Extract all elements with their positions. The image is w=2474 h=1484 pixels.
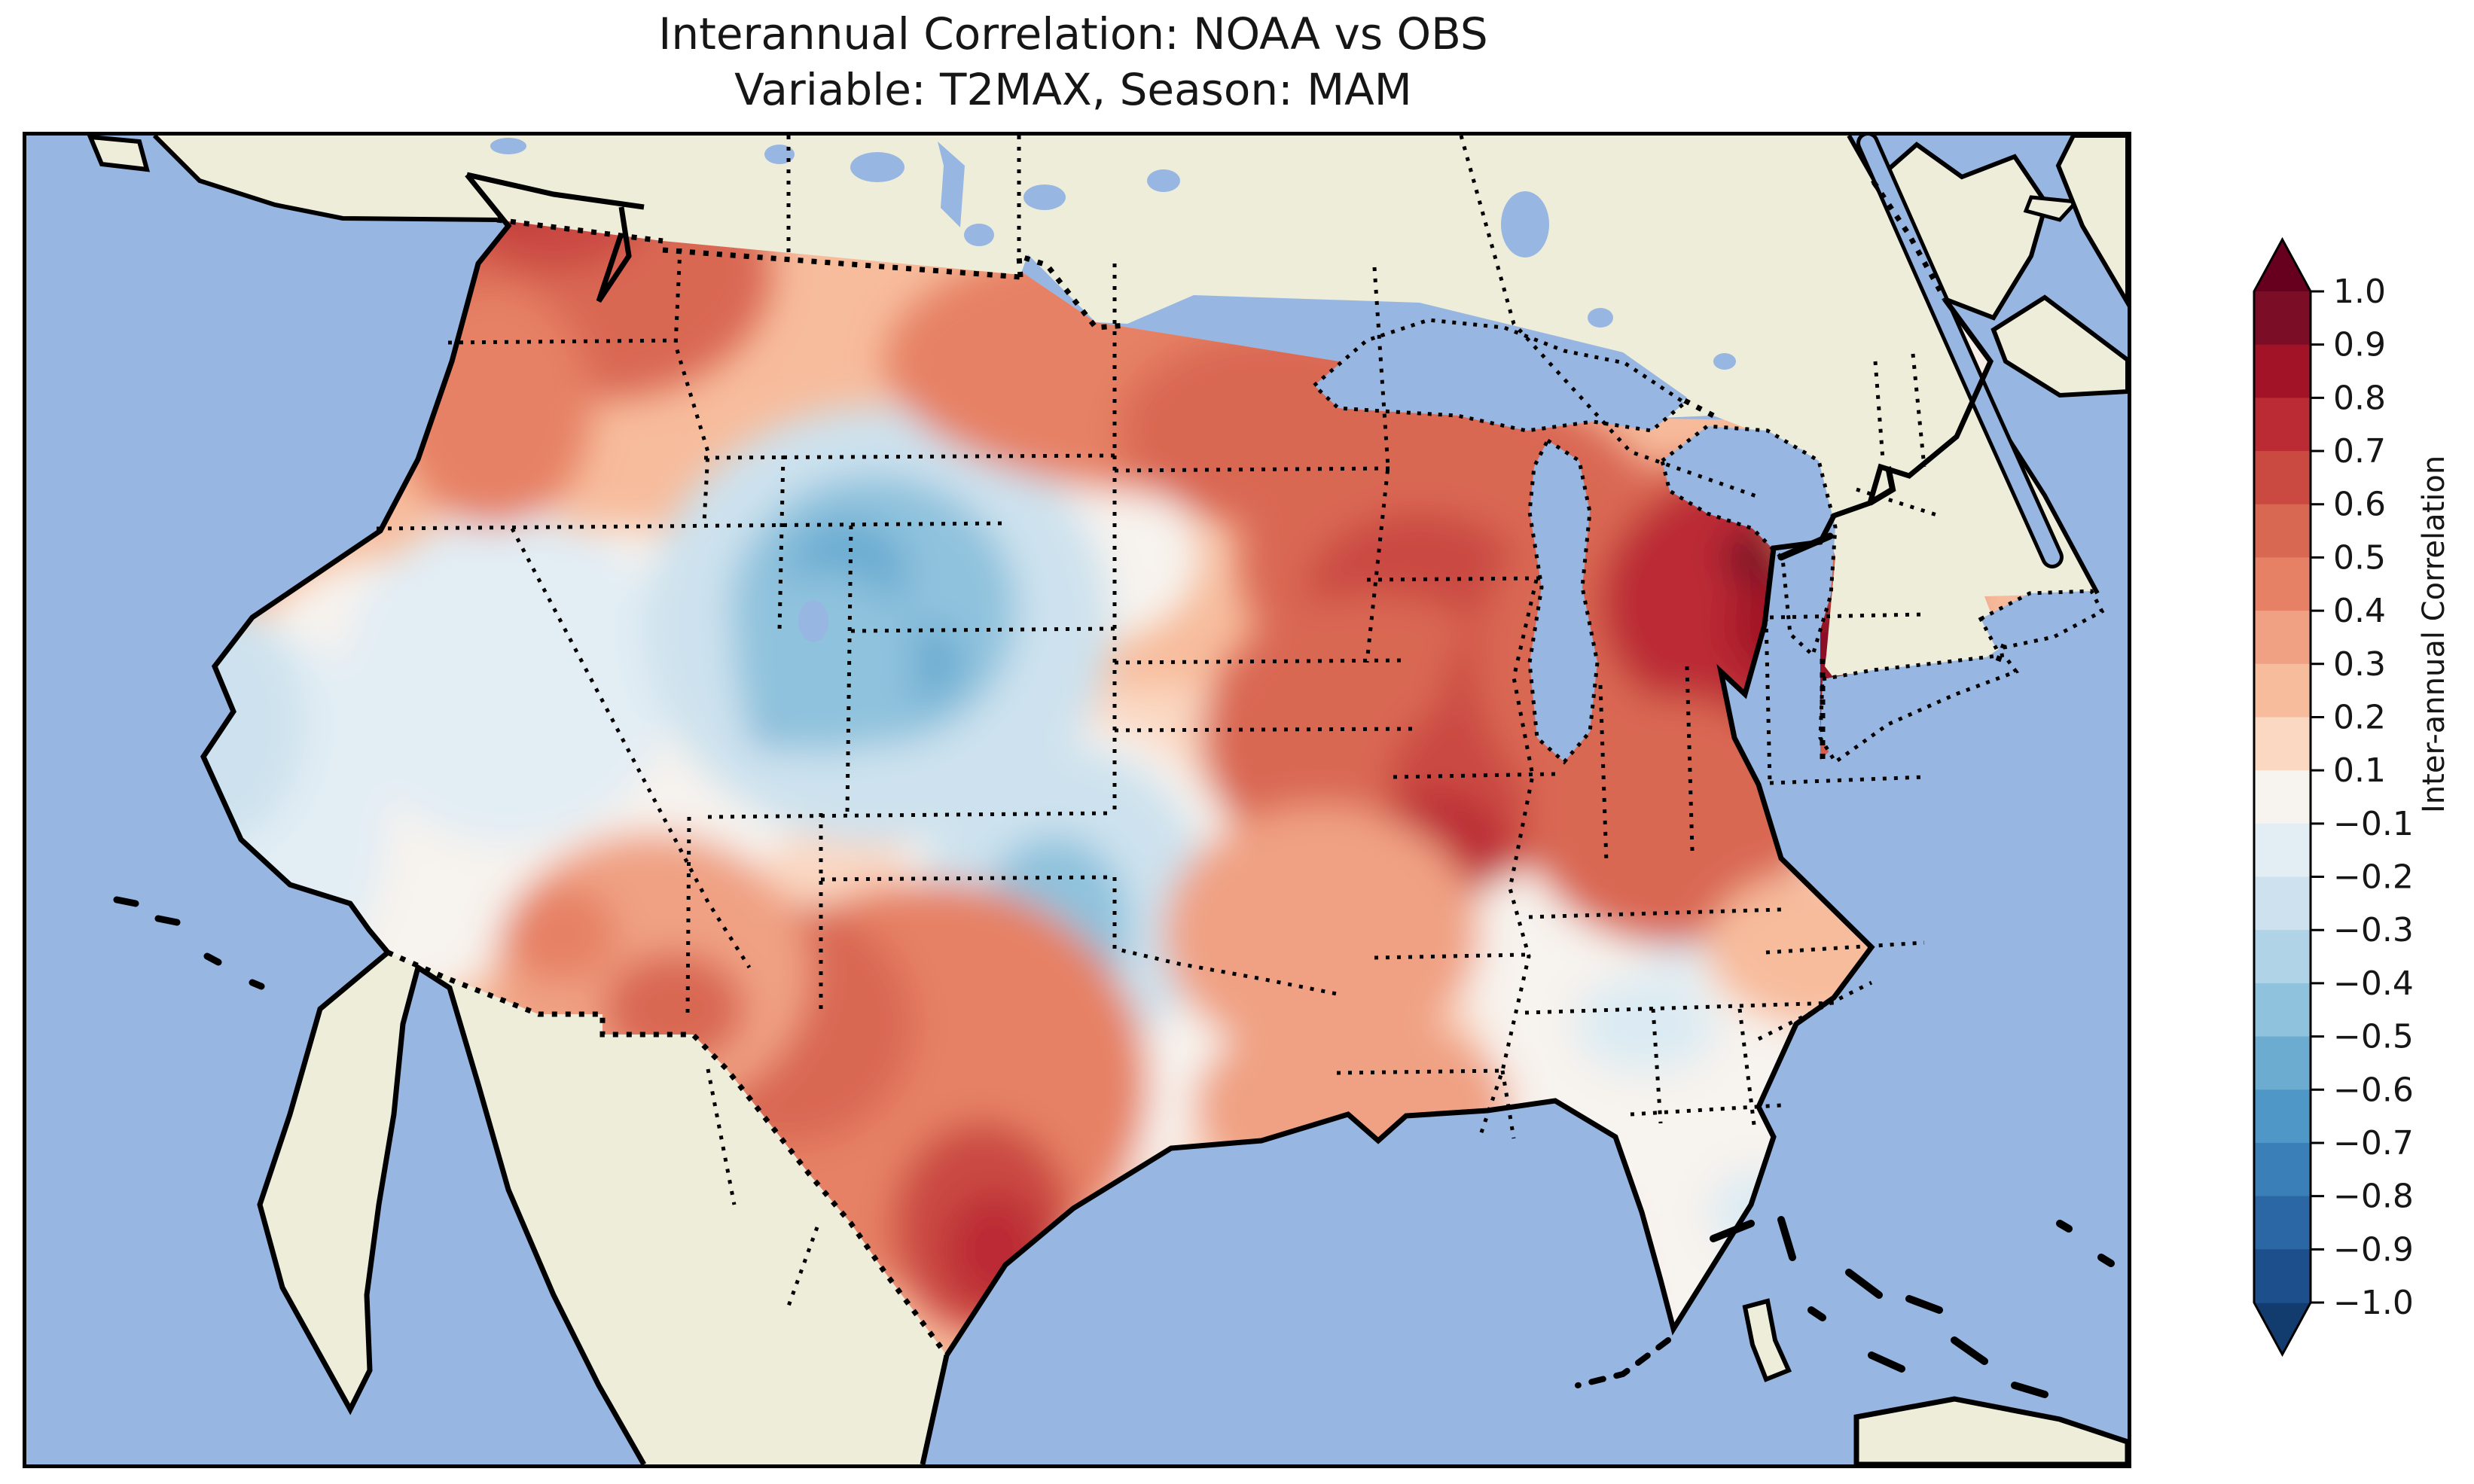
channel-islands [113, 896, 265, 990]
colorbar-tick-label: −0.1 [2333, 805, 2414, 843]
colorbar-band [2254, 1089, 2311, 1144]
colorbar-band [2254, 983, 2311, 1038]
lake-ontario [1978, 589, 2105, 651]
great-lakes [1311, 318, 2105, 765]
colorbar-band [2254, 504, 2311, 559]
florida-keys [1575, 1337, 1671, 1388]
us-mexico-border [386, 949, 949, 1358]
puget-sound [466, 172, 645, 303]
colorbar-axis-label: Inter-annual Correlation [2417, 455, 2451, 813]
colorbar-tick-label: −0.8 [2333, 1178, 2414, 1216]
bahamas-andros [1742, 1298, 1792, 1382]
colorbar-tick-label: 0.1 [2333, 751, 2386, 790]
colorbar-extend-below [2254, 1303, 2311, 1354]
colorbar-band [2254, 291, 2311, 346]
colorbar-tick-label: −0.4 [2333, 964, 2414, 1003]
colorbar-tick-label: 0.2 [2333, 698, 2386, 736]
colorbar-canvas: 1.0 0.9 0.8 0.7 0.6 0.5 0.4 0.3 0.2 0.1 −0.1 −0.2 −0… [2253, 236, 2414, 1358]
colorbar-band [2254, 717, 2311, 771]
international-borders [386, 181, 2007, 1358]
colorbar-band [2254, 823, 2311, 878]
colorbar-band [2254, 1142, 2311, 1197]
map-axes [23, 132, 2131, 1468]
colorbar-band [2254, 398, 2311, 452]
lake-erie [1818, 653, 2019, 765]
colorbar-band [2254, 451, 2311, 505]
us-west-coastline [200, 172, 512, 955]
conus-correlation-map [26, 136, 2128, 1464]
colorbar-tick-label: −0.9 [2333, 1230, 2414, 1269]
colorbar-band [2254, 663, 2311, 718]
newfoundland-corner-land [2055, 136, 2128, 307]
figure-title: Interannual Correlation: NOAA vs OBS Var… [23, 6, 2124, 117]
colorbar-band [2254, 1249, 2311, 1303]
colorbar-band [2254, 930, 2311, 984]
figure-title-line1: Interannual Correlation: NOAA vs OBS [658, 8, 1488, 59]
mexico-land [260, 952, 947, 1464]
lake-michigan [1527, 437, 1600, 765]
colorbar-extend-above [2254, 239, 2311, 291]
colorbar-band [2254, 1036, 2311, 1091]
us-canada-border [496, 181, 2007, 759]
colorbar-band [2254, 1196, 2311, 1251]
colorbar-tick-label: −1.0 [2333, 1284, 2414, 1322]
colorbar-tick-label: 0.7 [2333, 432, 2386, 471]
lake-superior [1311, 318, 1688, 433]
colorbar-tick-label: 0.5 [2333, 538, 2386, 577]
nova-scotia-land [1990, 294, 2128, 398]
st-lawrence-river [1860, 136, 2060, 565]
colorbar-tick-label: −0.7 [2333, 1124, 2414, 1163]
colorbar-band [2254, 344, 2311, 399]
colorbar-tick-label: 0.8 [2333, 379, 2386, 417]
colorbar-band [2254, 557, 2311, 611]
colorbar-tick-label: −0.3 [2333, 911, 2414, 949]
mexico-coastline [257, 950, 950, 1464]
colorbar-tick-label: −0.5 [2333, 1018, 2414, 1056]
canada-land [154, 136, 2097, 676]
bahamas-islands [1710, 1216, 2115, 1398]
colorbar: 1.0 0.9 0.8 0.7 0.6 0.5 0.4 0.3 0.2 0.1 −0.1 −0.2 −0… [2229, 226, 2474, 1400]
colorbar-tick-label: −0.2 [2333, 858, 2414, 897]
cuba-land [1853, 1396, 2128, 1464]
colorbar-band [2254, 876, 2311, 931]
state-borders [376, 136, 1940, 1311]
vancouver-island [87, 136, 151, 172]
long-island [1777, 532, 1834, 561]
colorbar-tick-label: 0.3 [2333, 645, 2386, 684]
figure-title-line2: Variable: T2MAX, Season: MAM [734, 64, 1412, 116]
colorbar-band [2254, 611, 2311, 665]
pei-land [2023, 195, 2081, 222]
us-gulf-atlantic-coastline [944, 297, 1994, 1357]
colorbar-tick-label: 0.6 [2333, 486, 2386, 524]
cape-cod-hook [1868, 466, 1896, 506]
colorbar-tick-label: 1.0 [2333, 273, 2386, 311]
lake-huron [1660, 424, 1838, 659]
colorbar-tick-label: −0.6 [2333, 1071, 2414, 1109]
colorbar-tick-label: 0.9 [2333, 326, 2386, 364]
colorbar-band [2254, 770, 2311, 824]
colorbar-tick-label: 0.4 [2333, 592, 2386, 630]
